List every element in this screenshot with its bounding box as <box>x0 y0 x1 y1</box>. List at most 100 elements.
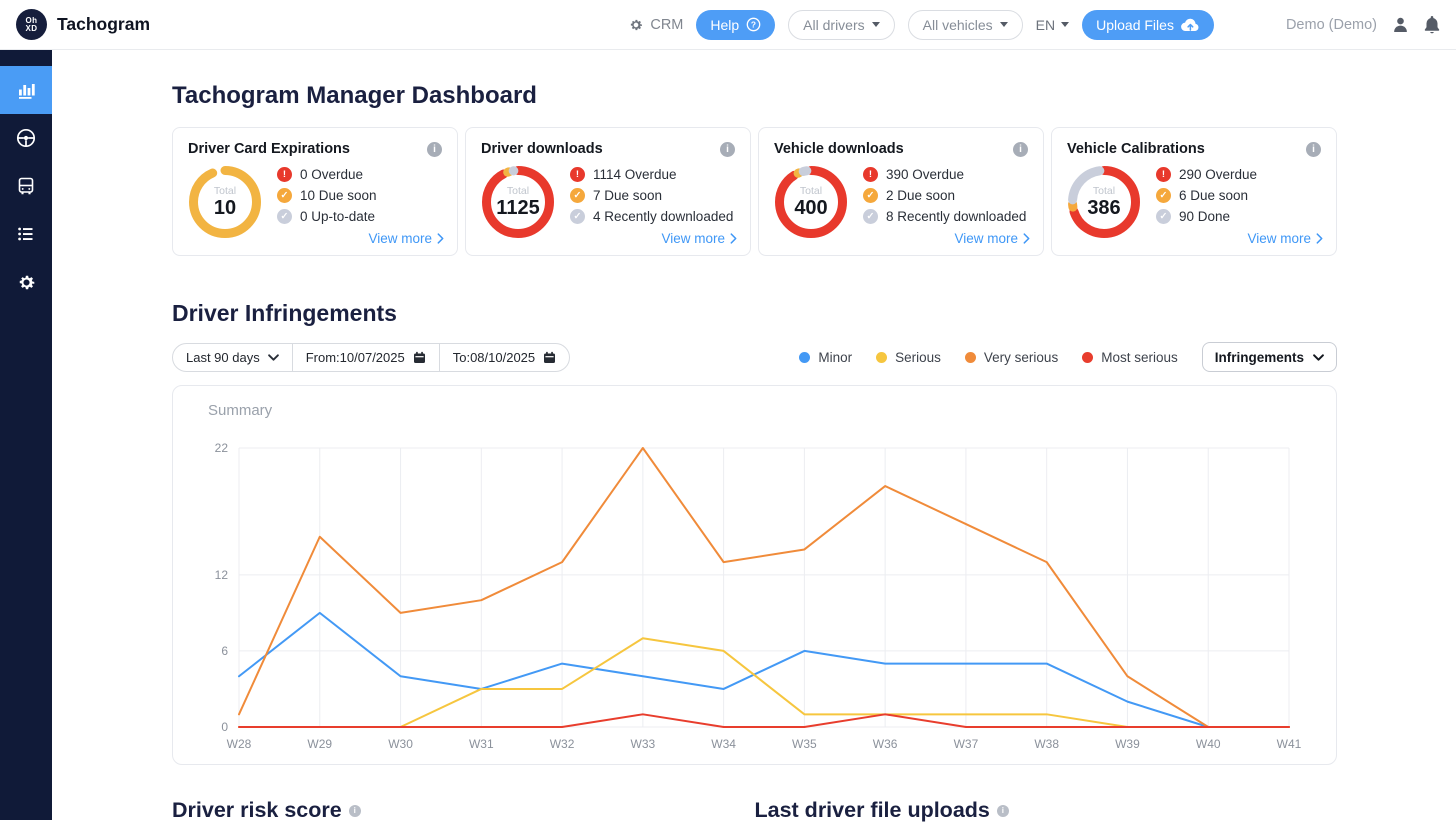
alert-circle-icon: ! <box>570 167 585 182</box>
donut-total-value: 10 <box>214 197 236 220</box>
sidebar-item-reports[interactable] <box>0 210 52 258</box>
svg-text:W35: W35 <box>792 737 817 751</box>
info-icon[interactable]: i <box>427 142 442 157</box>
svg-text:W33: W33 <box>631 737 656 751</box>
all-vehicles-select[interactable]: All vehicles <box>908 10 1023 40</box>
info-icon[interactable]: i <box>1013 142 1028 157</box>
sidebar-item-settings[interactable] <box>0 258 52 306</box>
svg-text:W32: W32 <box>550 737 575 751</box>
stat-item: ! 390 Overdue <box>863 167 1028 182</box>
stat-item-label: 6 Due soon <box>1179 188 1248 203</box>
view-more-link[interactable]: View more <box>368 231 444 246</box>
gear-icon <box>628 17 644 33</box>
user-name: Demo (Demo) <box>1286 17 1377 33</box>
date-to-label: To:08/10/2025 <box>453 350 535 365</box>
check-circle-icon: ✓ <box>1156 188 1171 203</box>
legend-dot <box>965 352 976 363</box>
view-more-link[interactable]: View more <box>954 231 1030 246</box>
driver-risk-score-section: Driver risk score i <box>172 798 755 823</box>
info-icon[interactable]: i <box>720 142 735 157</box>
bus-icon <box>16 176 36 196</box>
stat-item-label: 390 Overdue <box>886 167 964 182</box>
gear-icon <box>16 272 37 293</box>
main-content: Tachogram Manager Dashboard Driver Card … <box>52 50 1456 820</box>
svg-text:W34: W34 <box>711 737 736 751</box>
crm-link[interactable]: CRM <box>628 17 683 33</box>
date-filter-group: Last 90 days From:10/07/2025 To:08/10/20… <box>172 343 570 372</box>
stat-item: !1114 Overdue <box>570 167 735 182</box>
card-title: Vehicle downloads <box>774 141 904 157</box>
svg-text:W41: W41 <box>1277 737 1302 751</box>
upload-files-button[interactable]: Upload Files <box>1082 10 1214 40</box>
sidebar-item-dashboard[interactable] <box>0 66 52 114</box>
steering-wheel-icon <box>15 127 37 149</box>
check-circle-icon: ✓ <box>1156 209 1171 224</box>
donut-chart: Total 386 <box>1067 165 1141 239</box>
donut-total-label: Total <box>800 185 822 197</box>
alert-circle-icon: ! <box>1156 167 1171 182</box>
stat-item-label: 4 Recently downloaded <box>593 209 733 224</box>
chart-legend: Minor Serious Very serious Most serious <box>799 350 1177 365</box>
chevron-down-icon <box>268 354 279 361</box>
help-button[interactable]: Help ? <box>696 10 775 40</box>
range-select[interactable]: Last 90 days <box>173 344 292 371</box>
language-select[interactable]: EN <box>1036 17 1069 33</box>
svg-text:6: 6 <box>221 644 228 658</box>
svg-text:22: 22 <box>215 441 229 455</box>
alert-circle-icon: ! <box>863 167 878 182</box>
info-icon[interactable]: i <box>997 805 1009 817</box>
list-icon <box>16 224 36 244</box>
date-to-field[interactable]: To:08/10/2025 <box>439 344 569 371</box>
chevron-right-icon <box>1316 233 1323 244</box>
stat-item-label: 0 Up-to-date <box>300 209 375 224</box>
legend-dot <box>1082 352 1093 363</box>
check-circle-icon: ✓ <box>863 209 878 224</box>
legend-item-serious[interactable]: Serious <box>876 350 941 365</box>
info-icon[interactable]: i <box>349 805 361 817</box>
bar-chart-icon <box>16 80 36 100</box>
info-icon[interactable]: i <box>1306 142 1321 157</box>
view-more-label: View more <box>661 231 725 246</box>
sidebar-item-drivers[interactable] <box>0 114 52 162</box>
chevron-down-icon <box>1313 354 1324 361</box>
svg-text:W39: W39 <box>1115 737 1140 751</box>
legend-item-minor[interactable]: Minor <box>799 350 852 365</box>
legend-item-most-serious[interactable]: Most serious <box>1082 350 1178 365</box>
legend-label: Very serious <box>984 350 1058 365</box>
stat-cards-row: Driver Card Expirations i Total 10 !0 Ov… <box>172 127 1337 256</box>
page-title: Tachogram Manager Dashboard <box>172 82 1337 110</box>
legend-item-very-serious[interactable]: Very serious <box>965 350 1058 365</box>
calendar-icon <box>543 351 556 364</box>
donut-chart: Total 400 <box>774 165 848 239</box>
svg-text:W30: W30 <box>388 737 413 751</box>
donut-total-value: 1125 <box>496 197 539 220</box>
header-nav: CRM Help ? All drivers All vehicles EN U… <box>628 10 1214 40</box>
stat-item-label: 7 Due soon <box>593 188 662 203</box>
sidebar-item-vehicles[interactable] <box>0 162 52 210</box>
stat-item-label: 8 Recently downloaded <box>886 209 1026 224</box>
last-driver-file-uploads-section: Last driver file uploads i <box>755 798 1338 823</box>
stat-item: ✓ 10 Due soon <box>277 188 442 203</box>
view-more-link[interactable]: View more <box>661 231 737 246</box>
calendar-icon <box>413 351 426 364</box>
chevron-right-icon <box>730 233 737 244</box>
infringements-type-select[interactable]: Infringements <box>1202 342 1337 372</box>
last-driver-file-uploads-title: Last driver file uploads <box>755 798 990 823</box>
view-more-label: View more <box>368 231 432 246</box>
bell-icon[interactable] <box>1424 16 1440 34</box>
stat-item-label: 10 Due soon <box>300 188 377 203</box>
svg-text:0: 0 <box>221 720 228 734</box>
view-more-label: View more <box>1247 231 1311 246</box>
legend-label: Most serious <box>1101 350 1178 365</box>
donut-chart: Total 10 <box>188 165 262 239</box>
svg-text:12: 12 <box>215 568 229 582</box>
donut-total-label: Total <box>214 185 236 197</box>
view-more-link[interactable]: View more <box>1247 231 1323 246</box>
all-drivers-select[interactable]: All drivers <box>788 10 894 40</box>
infringements-title: Driver Infringements <box>172 300 1337 327</box>
date-from-field[interactable]: From:10/07/2025 <box>292 344 439 371</box>
check-circle-icon: ✓ <box>277 188 292 203</box>
user-icon[interactable] <box>1392 16 1409 33</box>
stat-item: !290 Overdue <box>1156 167 1321 182</box>
